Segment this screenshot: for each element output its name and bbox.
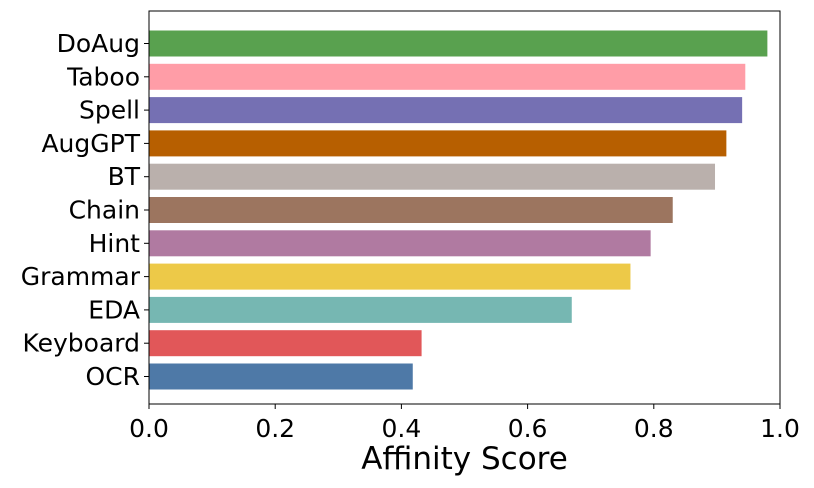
x-tick-label: 0.4 — [382, 414, 422, 443]
category-label-ocr: OCR — [85, 362, 140, 391]
bar-ocr — [149, 363, 413, 390]
x-tick-label: 0.2 — [255, 414, 295, 443]
bar-grammar — [149, 263, 631, 290]
x-tick-label: 0.6 — [508, 414, 548, 443]
category-label-spell: Spell — [79, 96, 140, 125]
x-axis-ticks: 0.0 0.2 0.4 0.6 0.8 1.0 — [129, 404, 800, 443]
bars-layer — [149, 30, 768, 390]
bar-hint — [149, 230, 651, 257]
category-label-grammar: Grammar — [21, 262, 141, 291]
x-tick-label: 1.0 — [760, 414, 800, 443]
bar-keyboard — [149, 330, 422, 357]
bar-doaug — [149, 30, 768, 57]
bar-chain — [149, 197, 673, 223]
bar-taboo — [149, 63, 746, 90]
plot-frame — [148, 10, 781, 405]
x-tick-label: 0.0 — [129, 414, 169, 443]
bar-spell — [149, 97, 743, 124]
category-label-bt: BT — [108, 162, 141, 191]
category-labels: DoAug Taboo Spell AugGPT BT Chain Hint Grammar E… — [21, 29, 149, 391]
x-tick-label: 0.8 — [634, 414, 674, 443]
category-label-doaug: DoAug — [57, 29, 140, 58]
category-label-hint: Hint — [89, 229, 141, 258]
bar-eda — [149, 296, 572, 323]
category-label-taboo: Taboo — [66, 62, 140, 91]
bar-auggpt — [149, 130, 727, 157]
category-label-auggpt: AugGPT — [41, 129, 140, 158]
category-label-eda: EDA — [88, 295, 140, 324]
category-label-keyboard: Keyboard — [22, 329, 140, 358]
x-axis-title: Affinity Score — [361, 441, 568, 477]
bar-bt — [149, 163, 716, 190]
category-label-chain: Chain — [69, 196, 140, 225]
